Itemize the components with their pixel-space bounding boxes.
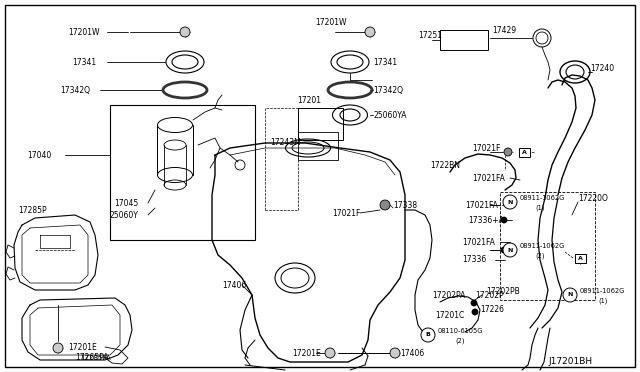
Circle shape — [180, 27, 190, 37]
Text: 17021FA: 17021FA — [472, 173, 505, 183]
Text: 17201W: 17201W — [315, 17, 346, 26]
Text: N: N — [567, 292, 573, 298]
Text: 17021FA: 17021FA — [462, 237, 495, 247]
Circle shape — [501, 247, 507, 253]
Text: 08911-1062G: 08911-1062G — [520, 195, 565, 201]
Circle shape — [390, 348, 400, 358]
Text: (2): (2) — [455, 338, 465, 344]
Text: N: N — [508, 247, 513, 253]
Circle shape — [563, 288, 577, 302]
Text: 17045: 17045 — [114, 199, 138, 208]
Text: 17202PA: 17202PA — [432, 291, 465, 299]
Text: 17202P: 17202P — [475, 291, 504, 299]
Text: B: B — [426, 333, 431, 337]
Text: A: A — [577, 256, 582, 260]
Text: 17021F: 17021F — [472, 144, 500, 153]
Text: 17201W: 17201W — [68, 28, 99, 36]
Text: 17240: 17240 — [590, 64, 614, 73]
Text: 17220O: 17220O — [578, 193, 608, 202]
Text: 17251: 17251 — [418, 31, 442, 39]
Circle shape — [503, 243, 517, 257]
Bar — [500, 192, 595, 300]
Circle shape — [380, 200, 390, 210]
Text: 08110-6105G: 08110-6105G — [438, 328, 483, 334]
Text: A: A — [522, 150, 527, 154]
Text: N: N — [508, 199, 513, 205]
Circle shape — [471, 300, 477, 306]
Text: 1722BN: 1722BN — [430, 160, 460, 170]
Text: 17201E: 17201E — [292, 349, 321, 357]
Circle shape — [472, 309, 478, 315]
Text: 17429: 17429 — [492, 26, 516, 35]
Text: 17201C: 17201C — [435, 311, 464, 320]
Text: 17226: 17226 — [480, 305, 504, 314]
Circle shape — [503, 195, 517, 209]
Text: 08911-1062G: 08911-1062G — [580, 288, 625, 294]
Text: 17342Q: 17342Q — [60, 86, 90, 94]
Text: 17341: 17341 — [373, 58, 397, 67]
Text: (1): (1) — [598, 298, 607, 304]
Circle shape — [421, 328, 435, 342]
Text: 17265PA: 17265PA — [75, 353, 109, 362]
Circle shape — [53, 343, 63, 353]
Text: 17406: 17406 — [222, 280, 246, 289]
Text: 17336+A: 17336+A — [468, 215, 504, 224]
Text: 17243M: 17243M — [270, 138, 301, 147]
Bar — [110, 105, 255, 240]
Circle shape — [501, 217, 507, 223]
Bar — [298, 132, 338, 160]
Text: 17040: 17040 — [27, 151, 51, 160]
Text: 17201: 17201 — [297, 96, 321, 105]
Text: J17201BH: J17201BH — [548, 357, 592, 366]
Circle shape — [325, 348, 335, 358]
Bar — [298, 108, 343, 140]
Text: 17406: 17406 — [400, 349, 424, 357]
Circle shape — [504, 148, 512, 156]
Text: (1): (1) — [535, 205, 545, 211]
Text: 17021F: 17021F — [332, 208, 360, 218]
Text: 17285P: 17285P — [18, 205, 47, 215]
Text: 17338: 17338 — [393, 201, 417, 209]
Bar — [575, 253, 586, 263]
Bar — [500, 192, 595, 300]
Text: 17342Q: 17342Q — [373, 86, 403, 94]
Bar — [518, 148, 529, 157]
Text: 17201E: 17201E — [68, 343, 97, 353]
Text: 25060YA: 25060YA — [373, 110, 406, 119]
Circle shape — [365, 27, 375, 37]
Text: (2): (2) — [535, 253, 545, 259]
Text: 17336: 17336 — [462, 256, 486, 264]
Text: 25060Y: 25060Y — [110, 211, 139, 219]
Text: 08911-1062G: 08911-1062G — [520, 243, 565, 249]
Text: 17285PA: 17285PA — [80, 355, 111, 361]
Text: 17021FA: 17021FA — [465, 201, 498, 209]
Text: 17341: 17341 — [72, 58, 96, 67]
Text: 17202PB: 17202PB — [486, 288, 520, 296]
Bar — [440, 30, 488, 50]
